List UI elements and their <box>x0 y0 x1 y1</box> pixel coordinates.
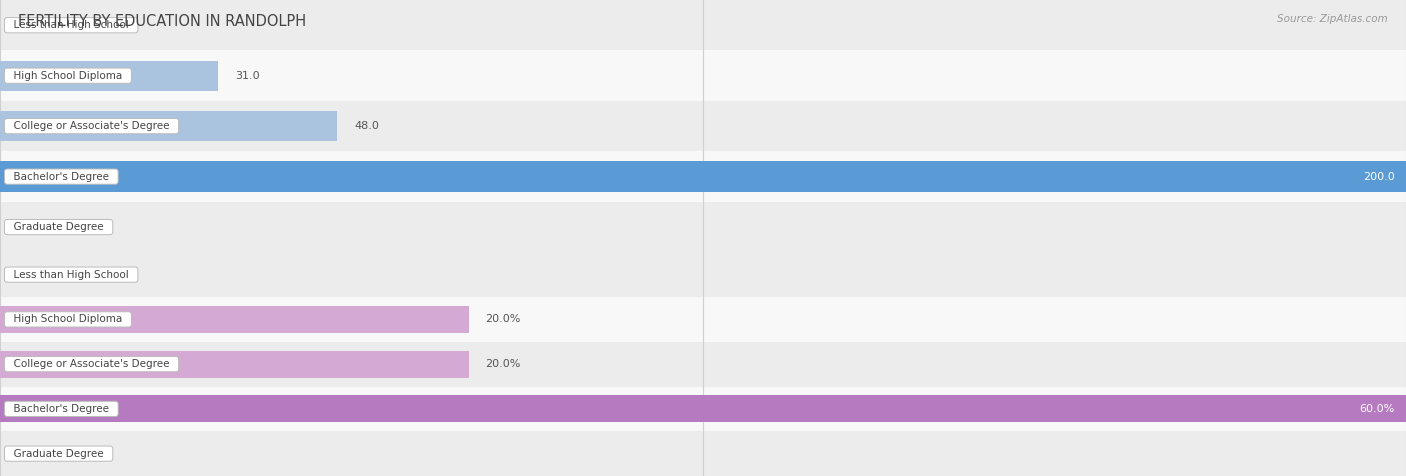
Bar <box>0 202 1406 252</box>
Text: 48.0: 48.0 <box>354 121 380 131</box>
Text: Graduate Degree: Graduate Degree <box>7 448 110 459</box>
Bar <box>0 0 1406 50</box>
Text: 60.0%: 60.0% <box>1360 404 1395 414</box>
Bar <box>0 431 1406 476</box>
Bar <box>0 101 1406 151</box>
Bar <box>0 306 468 333</box>
Text: Graduate Degree: Graduate Degree <box>7 222 110 232</box>
Bar <box>0 297 1406 342</box>
Text: 0.0%: 0.0% <box>17 269 45 280</box>
Bar <box>0 252 1406 297</box>
Bar <box>0 396 1406 422</box>
Text: 0.0: 0.0 <box>17 20 35 30</box>
Bar <box>0 351 468 377</box>
Text: Less than High School: Less than High School <box>7 269 135 280</box>
Text: High School Diploma: High School Diploma <box>7 314 129 325</box>
Text: College or Associate's Degree: College or Associate's Degree <box>7 359 176 369</box>
Bar <box>0 342 1406 387</box>
Text: 20.0%: 20.0% <box>485 314 520 325</box>
Text: 0.0%: 0.0% <box>17 448 45 459</box>
Bar <box>0 60 218 91</box>
Text: High School Diploma: High School Diploma <box>7 70 129 81</box>
Bar <box>0 151 1406 202</box>
Text: 200.0: 200.0 <box>1362 171 1395 182</box>
Text: 0.0: 0.0 <box>17 222 35 232</box>
Text: 20.0%: 20.0% <box>485 359 520 369</box>
Text: Source: ZipAtlas.com: Source: ZipAtlas.com <box>1277 14 1388 24</box>
Text: Less than High School: Less than High School <box>7 20 135 30</box>
Bar <box>0 111 337 141</box>
Text: FERTILITY BY EDUCATION IN RANDOLPH: FERTILITY BY EDUCATION IN RANDOLPH <box>18 14 307 30</box>
Text: 31.0: 31.0 <box>235 70 260 81</box>
Text: College or Associate's Degree: College or Associate's Degree <box>7 121 176 131</box>
Bar <box>0 161 1406 192</box>
Bar <box>0 387 1406 431</box>
Bar <box>0 50 1406 101</box>
Text: Bachelor's Degree: Bachelor's Degree <box>7 404 115 414</box>
Text: Bachelor's Degree: Bachelor's Degree <box>7 171 115 182</box>
